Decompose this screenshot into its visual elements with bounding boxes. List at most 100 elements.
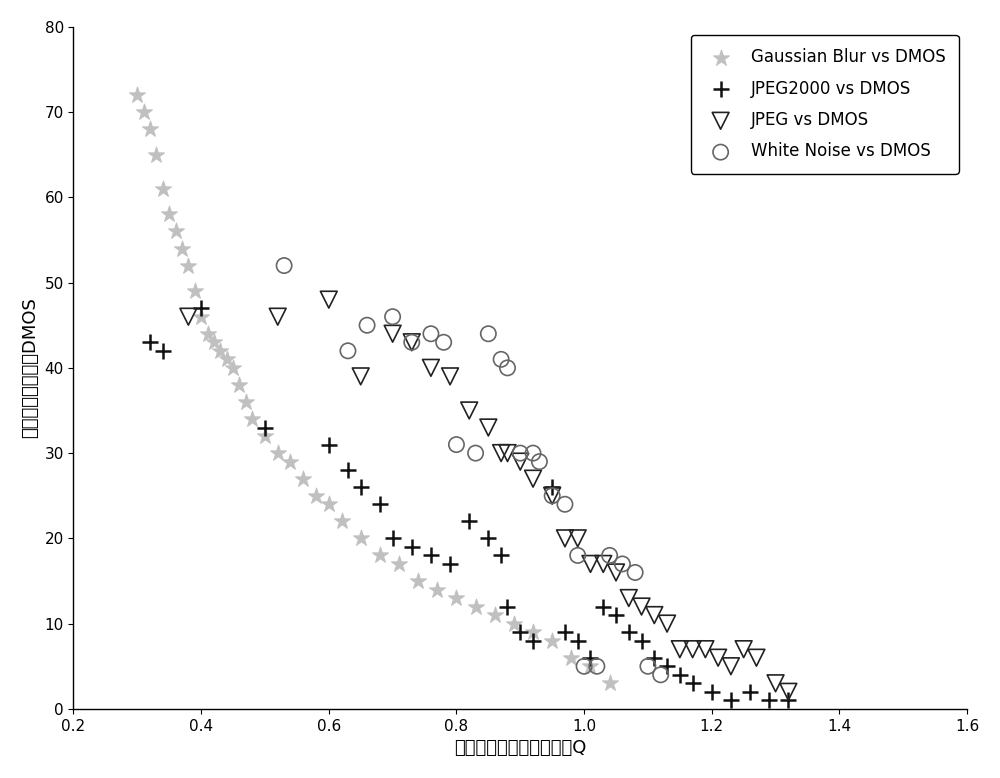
JPEG2000 vs DMOS [704, 685, 720, 698]
JPEG2000 vs DMOS [595, 601, 611, 613]
White Noise vs DMOS [557, 498, 573, 510]
Gaussian Blur vs DMOS [180, 259, 196, 272]
Y-axis label: 平均主观评分差値DMOS: 平均主观评分差値DMOS [21, 297, 39, 438]
White Noise vs DMOS [423, 328, 439, 340]
JPEG vs DMOS [595, 558, 611, 570]
White Noise vs DMOS [627, 566, 643, 579]
JPEG vs DMOS [621, 592, 637, 605]
JPEG vs DMOS [557, 532, 573, 545]
Gaussian Blur vs DMOS [244, 413, 260, 426]
White Noise vs DMOS [640, 660, 656, 672]
JPEG2000 vs DMOS [723, 694, 739, 706]
White Noise vs DMOS [359, 319, 375, 331]
JPEG vs DMOS [423, 362, 439, 374]
Gaussian Blur vs DMOS [238, 396, 254, 408]
Gaussian Blur vs DMOS [206, 336, 222, 349]
Gaussian Blur vs DMOS [353, 532, 369, 545]
Gaussian Blur vs DMOS [582, 660, 598, 672]
Gaussian Blur vs DMOS [321, 498, 337, 510]
Gaussian Blur vs DMOS [544, 635, 560, 647]
JPEG2000 vs DMOS [685, 677, 701, 689]
JPEG vs DMOS [442, 370, 458, 383]
Gaussian Blur vs DMOS [448, 592, 464, 605]
Gaussian Blur vs DMOS [231, 379, 247, 391]
JPEG vs DMOS [461, 405, 477, 417]
JPEG vs DMOS [270, 310, 286, 323]
JPEG vs DMOS [499, 447, 515, 459]
X-axis label: 客观图像质量评价预测値Q: 客观图像质量评价预测値Q [454, 739, 586, 757]
JPEG vs DMOS [544, 489, 560, 502]
JPEG vs DMOS [525, 472, 541, 485]
Gaussian Blur vs DMOS [174, 242, 190, 254]
JPEG vs DMOS [353, 370, 369, 383]
Gaussian Blur vs DMOS [129, 89, 145, 101]
White Noise vs DMOS [436, 336, 452, 349]
JPEG2000 vs DMOS [404, 541, 420, 553]
Gaussian Blur vs DMOS [161, 209, 177, 221]
JPEG2000 vs DMOS [780, 694, 796, 706]
White Noise vs DMOS [448, 438, 464, 450]
JPEG vs DMOS [646, 609, 662, 622]
Gaussian Blur vs DMOS [282, 455, 298, 468]
JPEG2000 vs DMOS [423, 549, 439, 562]
JPEG2000 vs DMOS [353, 481, 369, 493]
JPEG2000 vs DMOS [659, 660, 675, 672]
JPEG2000 vs DMOS [582, 651, 598, 664]
JPEG vs DMOS [634, 601, 650, 613]
Gaussian Blur vs DMOS [563, 651, 579, 664]
Gaussian Blur vs DMOS [168, 225, 184, 237]
JPEG vs DMOS [723, 660, 739, 672]
JPEG2000 vs DMOS [621, 626, 637, 639]
JPEG vs DMOS [697, 643, 713, 655]
White Noise vs DMOS [525, 447, 541, 459]
JPEG2000 vs DMOS [461, 515, 477, 527]
Gaussian Blur vs DMOS [193, 310, 209, 323]
White Noise vs DMOS [576, 660, 592, 672]
JPEG vs DMOS [736, 643, 752, 655]
White Noise vs DMOS [404, 336, 420, 349]
JPEG2000 vs DMOS [340, 464, 356, 476]
JPEG vs DMOS [480, 422, 496, 434]
JPEG2000 vs DMOS [155, 345, 171, 357]
White Noise vs DMOS [614, 558, 630, 570]
JPEG2000 vs DMOS [442, 558, 458, 570]
JPEG2000 vs DMOS [646, 651, 662, 664]
JPEG vs DMOS [748, 651, 764, 664]
Gaussian Blur vs DMOS [295, 472, 311, 485]
JPEG2000 vs DMOS [142, 336, 158, 349]
JPEG2000 vs DMOS [372, 498, 388, 510]
JPEG2000 vs DMOS [499, 601, 515, 613]
White Noise vs DMOS [499, 362, 515, 374]
White Noise vs DMOS [468, 447, 484, 459]
JPEG2000 vs DMOS [557, 626, 573, 639]
Gaussian Blur vs DMOS [334, 515, 350, 527]
JPEG2000 vs DMOS [570, 635, 586, 647]
JPEG2000 vs DMOS [742, 685, 758, 698]
Gaussian Blur vs DMOS [219, 353, 235, 366]
White Noise vs DMOS [653, 668, 669, 681]
JPEG2000 vs DMOS [257, 422, 273, 434]
White Noise vs DMOS [531, 455, 547, 468]
Gaussian Blur vs DMOS [391, 558, 407, 570]
JPEG vs DMOS [685, 643, 701, 655]
White Noise vs DMOS [602, 549, 618, 562]
JPEG2000 vs DMOS [193, 302, 209, 314]
JPEG vs DMOS [659, 618, 675, 630]
Gaussian Blur vs DMOS [257, 429, 273, 442]
JPEG vs DMOS [321, 293, 337, 306]
White Noise vs DMOS [340, 345, 356, 357]
White Noise vs DMOS [589, 660, 605, 672]
Gaussian Blur vs DMOS [142, 123, 158, 135]
JPEG vs DMOS [582, 558, 598, 570]
JPEG vs DMOS [385, 328, 401, 340]
White Noise vs DMOS [385, 310, 401, 323]
White Noise vs DMOS [493, 353, 509, 366]
JPEG2000 vs DMOS [761, 694, 777, 706]
Gaussian Blur vs DMOS [136, 106, 152, 118]
JPEG vs DMOS [768, 677, 784, 689]
Gaussian Blur vs DMOS [602, 677, 618, 689]
JPEG2000 vs DMOS [321, 438, 337, 450]
White Noise vs DMOS [570, 549, 586, 562]
JPEG vs DMOS [710, 651, 726, 664]
Legend: Gaussian Blur vs DMOS, JPEG2000 vs DMOS, JPEG vs DMOS, White Noise vs DMOS: Gaussian Blur vs DMOS, JPEG2000 vs DMOS,… [691, 35, 959, 173]
